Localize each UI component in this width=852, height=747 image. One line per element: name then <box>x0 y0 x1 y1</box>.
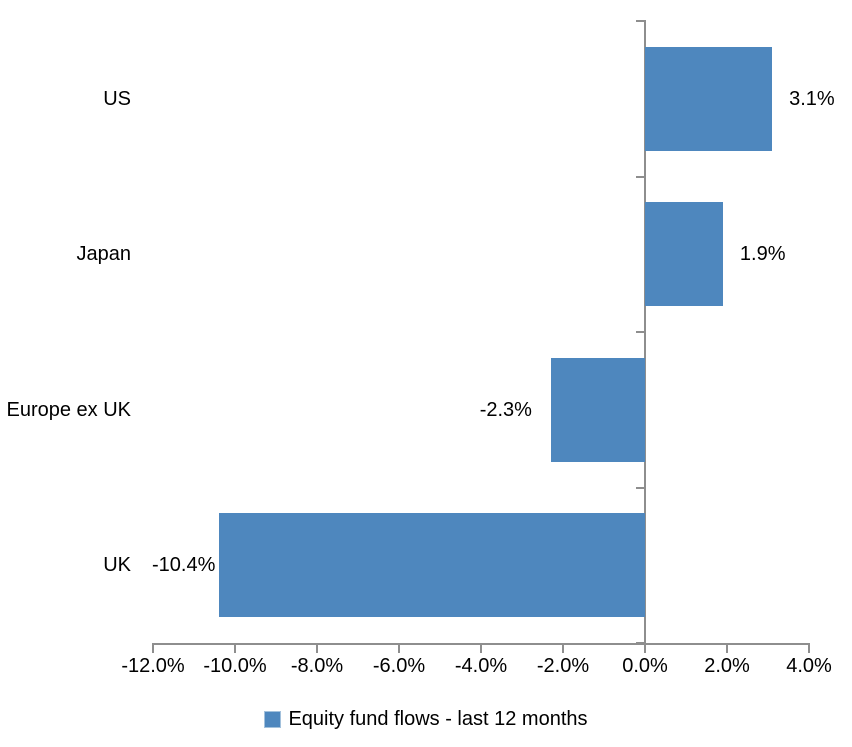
data-label: -10.4% <box>152 554 216 577</box>
x-axis-tick <box>644 643 646 653</box>
x-axis-tick <box>316 643 318 653</box>
x-axis-tick <box>480 643 482 653</box>
x-axis-tick <box>726 643 728 653</box>
category-label: UK <box>103 554 131 577</box>
data-label: 1.9% <box>739 243 786 266</box>
data-label: 3.1% <box>789 87 835 110</box>
x-tick-label: -8.0% <box>290 655 344 677</box>
zero-axis-tick <box>636 331 644 333</box>
bar <box>218 513 645 618</box>
bar <box>645 202 723 307</box>
x-axis-tick <box>234 643 236 653</box>
x-tick-label: -2.0% <box>536 655 590 677</box>
category-label: Europe ex UK <box>6 398 131 421</box>
legend-color-swatch <box>264 710 282 728</box>
x-tick-label: -10.0% <box>203 655 267 677</box>
zero-axis-tick <box>636 175 644 178</box>
x-tick-label: -4.0% <box>454 655 508 677</box>
x-axis-tick <box>808 643 810 653</box>
zero-axis-tick <box>636 486 644 489</box>
category-label: Japan <box>76 243 132 266</box>
legend-label: Equity fund flows - last 12 months <box>288 707 588 730</box>
zero-axis-tick <box>636 20 644 22</box>
zero-axis-tick <box>636 642 644 644</box>
x-tick-label: 4.0% <box>786 655 832 677</box>
legend: Equity fund flows - last 12 months <box>0 705 852 733</box>
category-label: US <box>103 87 131 110</box>
x-axis-tick <box>398 643 400 653</box>
bar <box>550 357 645 462</box>
zero-axis-line <box>644 20 646 643</box>
x-tick-label: 2.0% <box>704 655 750 677</box>
x-tick-label: -6.0% <box>372 655 426 677</box>
bar <box>645 46 773 151</box>
x-axis-tick <box>152 643 154 653</box>
data-label: -2.3% <box>479 398 532 421</box>
x-tick-label: 0.0% <box>622 655 668 677</box>
x-tick-label: -12.0% <box>121 655 185 677</box>
x-axis-tick <box>562 643 564 653</box>
